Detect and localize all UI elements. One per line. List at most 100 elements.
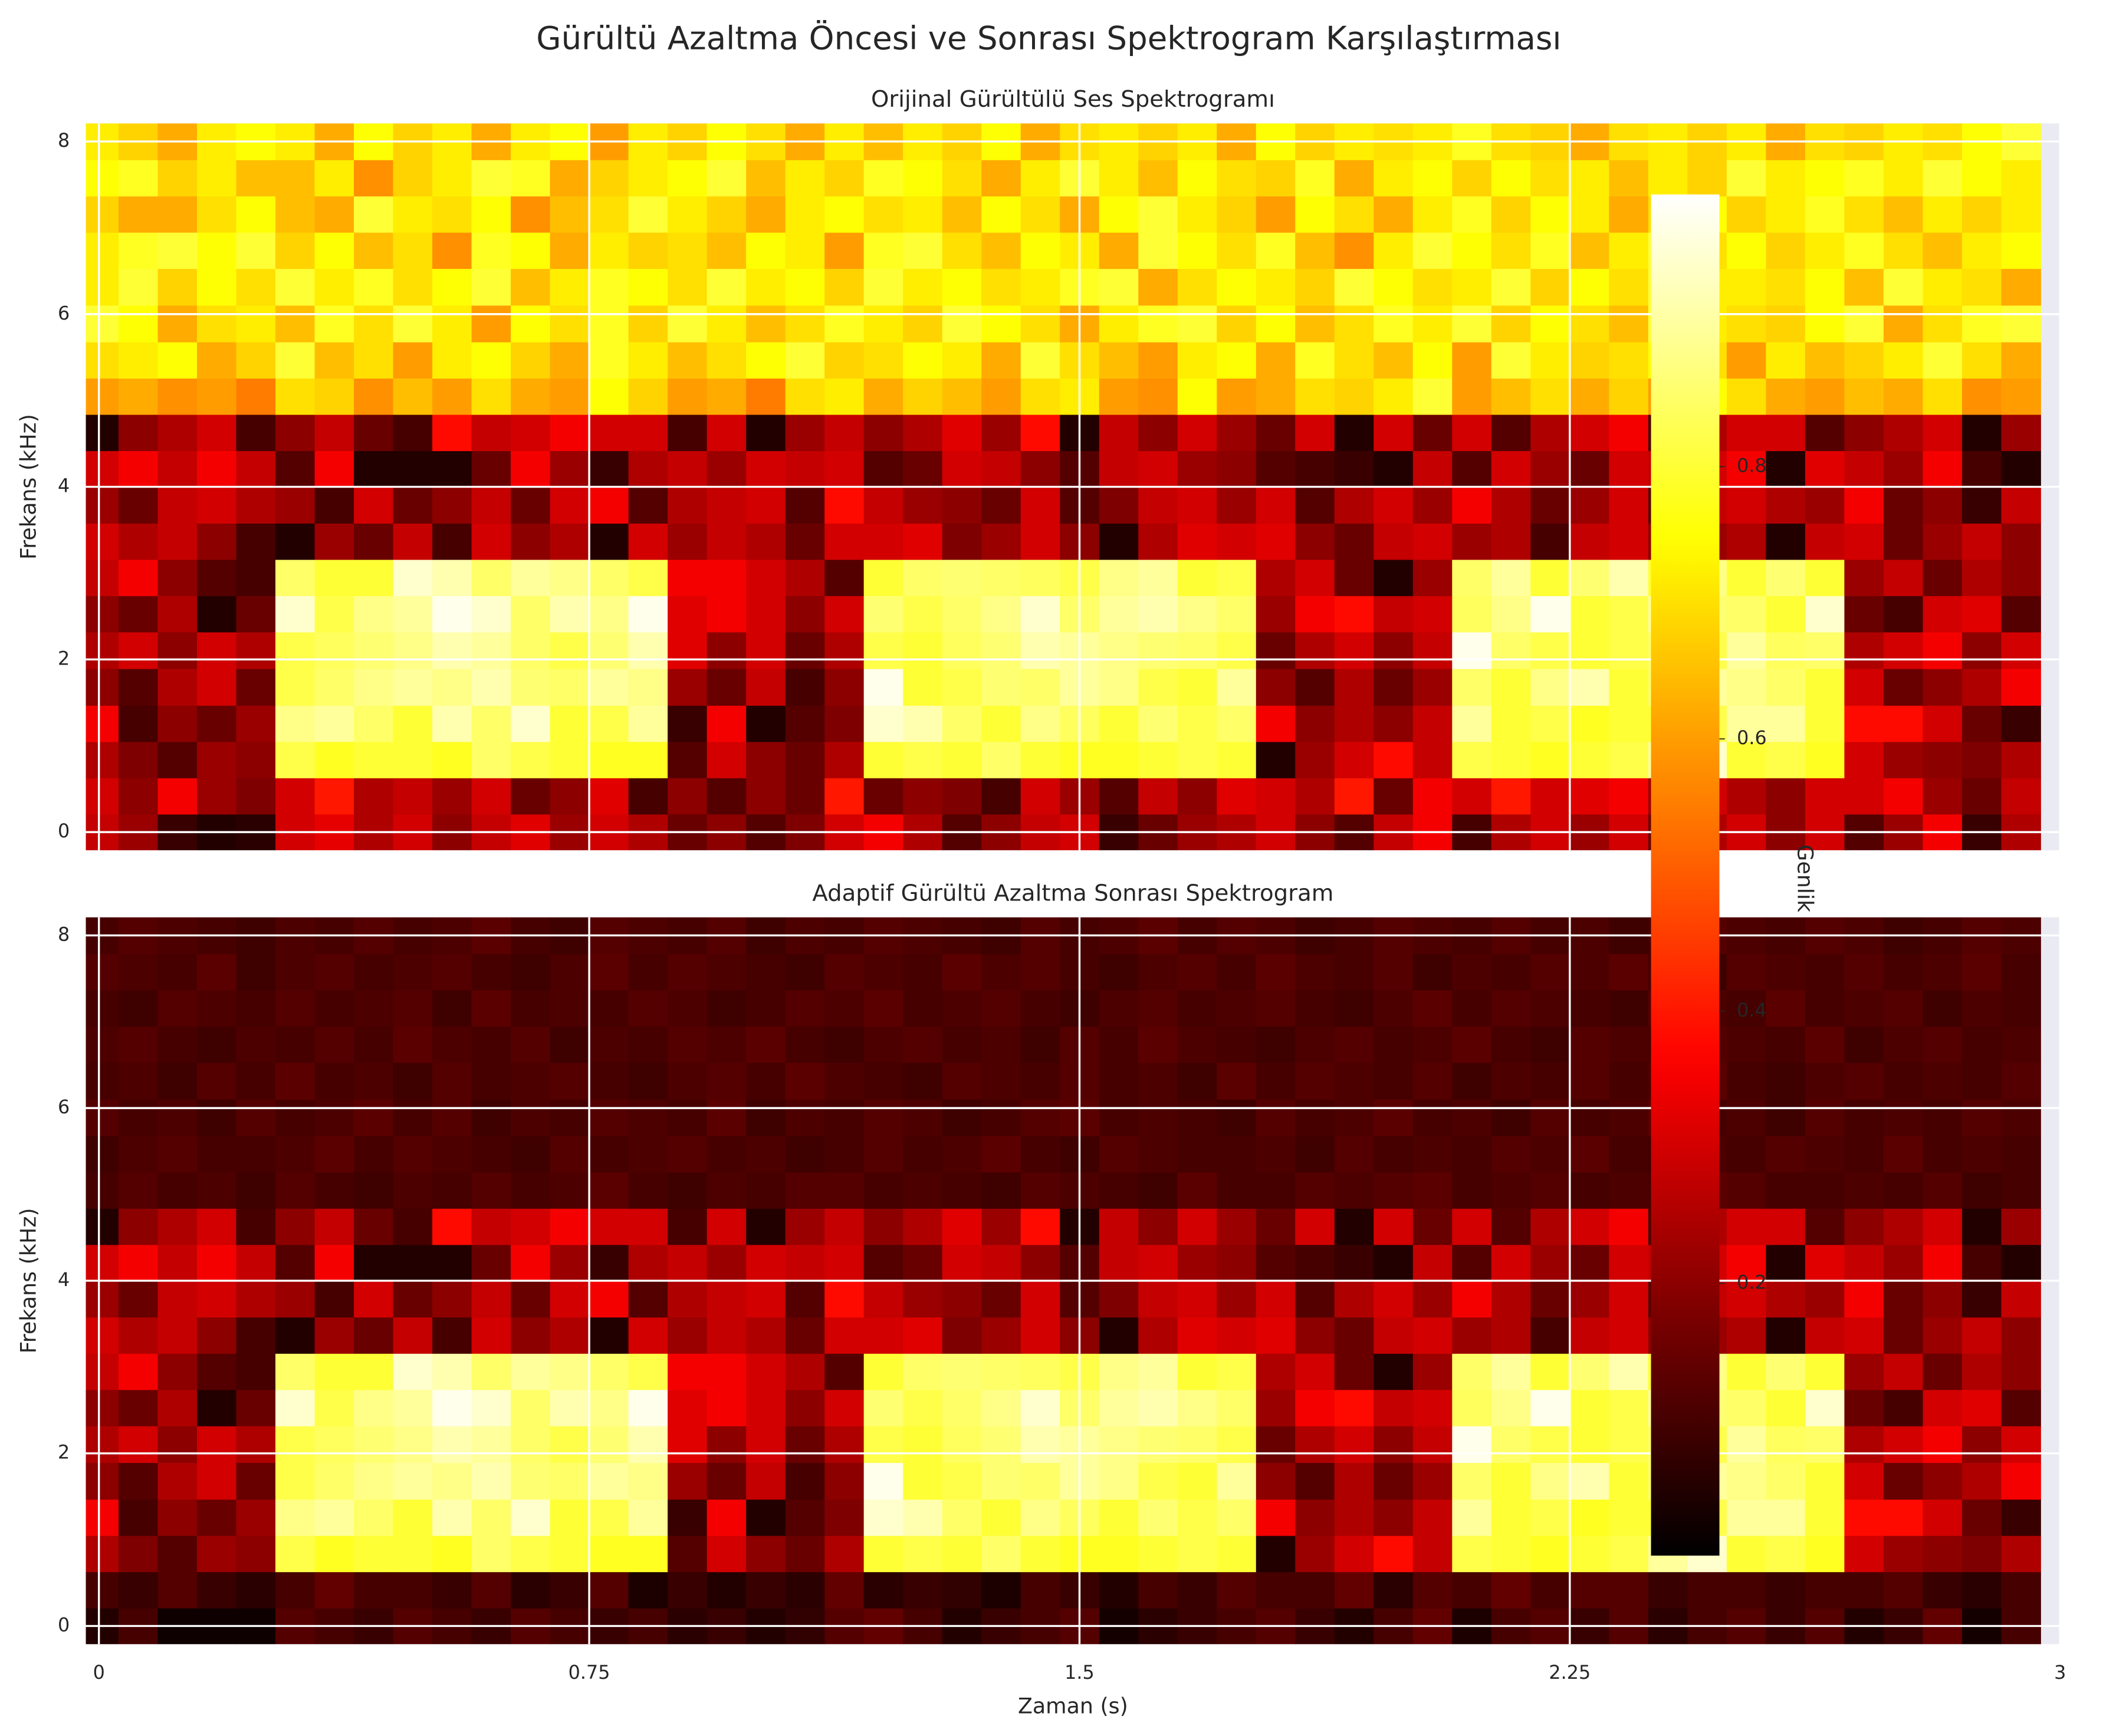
heatmap-cell [1491,989,1532,1027]
heatmap-cell [1373,632,1414,669]
heatmap-cell [2001,1499,2041,1536]
heatmap-cell [236,305,276,343]
heatmap-cell [668,559,708,596]
heatmap-cell [2001,1135,2041,1173]
heatmap-cell [1883,1208,1924,1245]
heatmap-cell [746,632,786,669]
heatmap-cell [1334,1135,1375,1173]
heatmap-cell [1844,1280,1884,1318]
heatmap-cell [589,414,629,451]
heatmap-cell [2001,232,2041,269]
heatmap-cell [1020,777,1061,815]
heatmap-cell [236,1353,276,1390]
heatmap-cell [1569,1208,1610,1245]
heatmap-cell [746,1389,786,1426]
heatmap-cell [1530,1462,1570,1500]
heatmap-cell [1256,268,1296,306]
heatmap-cell [628,1280,669,1318]
heatmap-cell [1530,1353,1570,1390]
heatmap-cell [196,1172,237,1209]
heatmap-cell [354,1099,394,1136]
heatmap-cell [1923,196,1963,233]
heatmap-cell [589,1353,629,1390]
heatmap-cell [707,1099,747,1136]
heatmap-cell [196,1499,237,1536]
heatmap-cell [1609,268,1649,306]
heatmap-cell [1412,559,1453,596]
heatmap-cell [824,1499,865,1536]
heatmap-cell [1295,1099,1335,1136]
heatmap-cell [981,1317,1021,1354]
heatmap-cell [1452,305,1492,343]
heatmap-cell [1334,378,1375,415]
heatmap-cell [903,668,943,706]
heatmap-cell [668,451,708,488]
heatmap-cell [1452,1280,1492,1318]
heatmap-cell [942,777,983,815]
heatmap-cell [1256,1499,1296,1536]
heatmap-cell [1726,486,1767,524]
heatmap-cell [196,1425,237,1463]
heatmap-cell [471,989,511,1027]
heatmap-cell [1020,1208,1061,1245]
heatmap-cell [1452,1389,1492,1426]
heatmap-cell [589,232,629,269]
heatmap-cell [981,632,1021,669]
heatmap-cell [354,1026,394,1063]
heatmap-cell [1569,1172,1610,1209]
heatmap-cell [1099,341,1139,379]
heatmap-cell [1138,777,1178,815]
heatmap-cell [1177,1317,1218,1354]
heatmap-cell [668,1462,708,1500]
heatmap-cell [1883,341,1924,379]
heatmap-cell [668,1062,708,1100]
heatmap-cell [1766,1425,1806,1463]
colorbar [1651,194,1720,1556]
heatmap-cell [863,1389,904,1426]
heatmap-cell [471,159,511,197]
heatmap-cell [432,1026,472,1063]
heatmap-cell [628,232,669,269]
heatmap-cell [1491,777,1532,815]
heatmap-cell [589,954,629,991]
heatmap-cell [196,777,237,815]
heatmap-cell [196,1099,237,1136]
heatmap-cell [1961,596,2002,633]
heatmap-cell [1334,451,1375,488]
heatmap-cell [1805,1425,1845,1463]
heatmap-cell [1373,451,1414,488]
heatmap-cell [1217,1026,1257,1063]
heatmap-cell [1923,1099,1963,1136]
heatmap-cell [1295,451,1335,488]
heatmap-cell [1805,989,1845,1027]
heatmap-cell [314,632,354,669]
heatmap-cell [707,414,747,451]
heatmap-cell [1138,451,1178,488]
heatmap-cell [1099,954,1139,991]
heatmap-cell [668,268,708,306]
heatmap-cell [942,1571,983,1609]
heatmap-cell [314,268,354,306]
heatmap-cell [589,1026,629,1063]
heatmap-cell [354,1244,394,1281]
heatmap-cell [1138,1353,1178,1390]
heatmap-cell [275,1462,316,1500]
heatmap-cell [2001,305,2041,343]
heatmap-cell [1569,159,1610,197]
heatmap-cell [903,1208,943,1245]
heatmap-cell [1177,705,1218,742]
heatmap-cell [2001,1172,2041,1209]
heatmap-cell [863,1571,904,1609]
heatmap-cell [118,1425,159,1463]
heatmap-cell [118,632,159,669]
heatmap-cell [1609,705,1649,742]
heatmap-cell [1609,596,1649,633]
heatmap-cell [354,1062,394,1100]
heatmap-cell [1491,1571,1532,1609]
heatmap-cell [354,196,394,233]
heatmap-cell [1766,596,1806,633]
heatmap-cell [746,1353,786,1390]
heatmap-cell [314,1462,354,1500]
heatmap-cell [1295,305,1335,343]
heatmap-cell [354,1462,394,1500]
